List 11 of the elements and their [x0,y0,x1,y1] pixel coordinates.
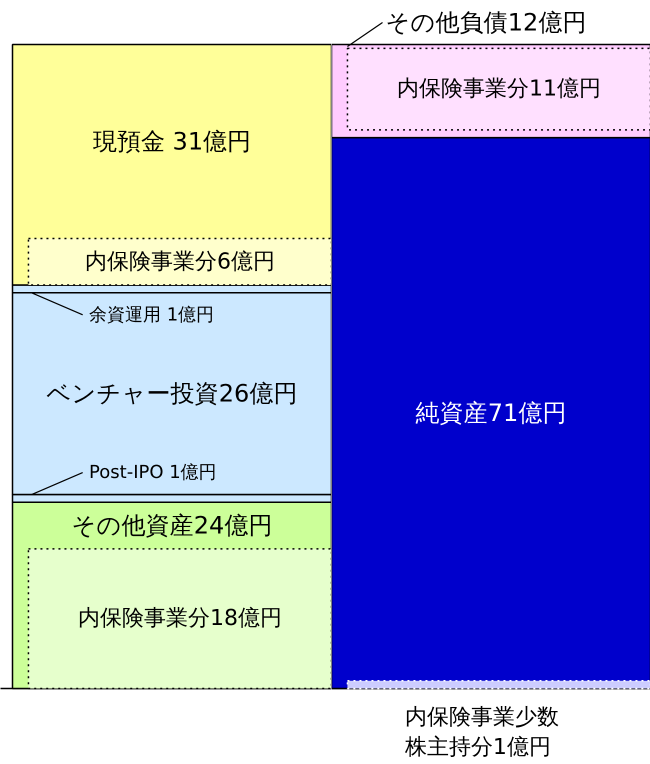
data-label: その他資産24億円 [72,512,272,540]
data-label: ベンチャー投資26億円 [46,380,298,408]
data-label: 純資産71億円 [416,399,566,428]
data-label: 現預金 31億円 [92,127,252,156]
band-label: 内保険事業分6億円 [84,249,275,274]
data-label: 余資運用 1億円 [89,304,214,326]
data-label: その他負債12億円 [386,8,586,36]
data-label: Post-IPO 1億円 [89,462,217,484]
band-label: 内保険事業分18億円 [78,606,282,632]
band-label: 内保険事業分11億円 [396,76,601,102]
band-label: 内保険事業少数株主持分1億円 [404,705,559,760]
